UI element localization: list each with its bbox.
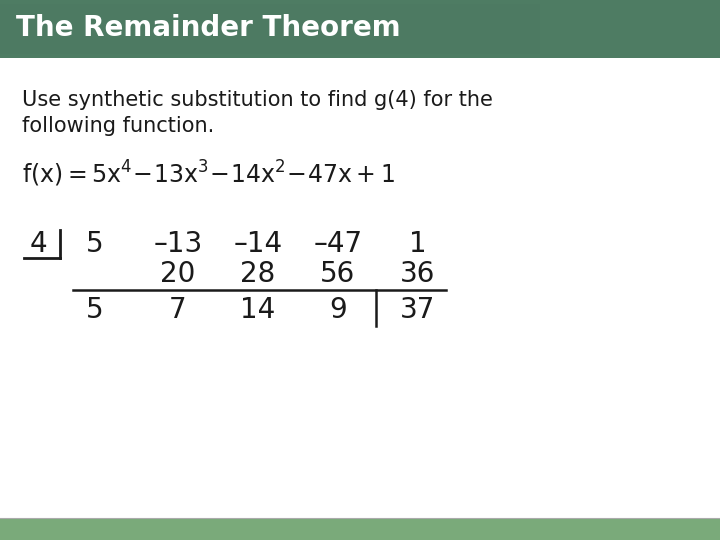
Text: 9: 9 <box>329 296 347 324</box>
Text: The Remainder Theorem: The Remainder Theorem <box>16 14 400 42</box>
FancyBboxPatch shape <box>0 0 720 58</box>
FancyBboxPatch shape <box>0 4 540 54</box>
Text: 37: 37 <box>400 296 436 324</box>
Text: –13: –13 <box>153 230 202 258</box>
Text: 4: 4 <box>30 230 47 258</box>
Text: 1: 1 <box>409 230 427 258</box>
Text: $\mathrm{f(x) = 5x^4 \! - \! 13x^3 \! - \! 14x^2 \! - \! 47x + 1}$: $\mathrm{f(x) = 5x^4 \! - \! 13x^3 \! - … <box>22 159 395 189</box>
Text: 7: 7 <box>169 296 186 324</box>
Text: 5: 5 <box>86 296 104 324</box>
Text: 14: 14 <box>240 296 276 324</box>
Text: Use synthetic substitution to find g(4) for the: Use synthetic substitution to find g(4) … <box>22 90 493 110</box>
Text: 56: 56 <box>320 260 356 288</box>
FancyBboxPatch shape <box>0 0 720 58</box>
FancyBboxPatch shape <box>0 518 720 540</box>
Text: –47: –47 <box>313 230 363 258</box>
FancyBboxPatch shape <box>0 58 720 518</box>
Text: 28: 28 <box>240 260 276 288</box>
Text: following function.: following function. <box>22 116 215 136</box>
Text: –14: –14 <box>233 230 282 258</box>
Text: 20: 20 <box>161 260 196 288</box>
Text: 36: 36 <box>400 260 436 288</box>
Text: 5: 5 <box>86 230 104 258</box>
